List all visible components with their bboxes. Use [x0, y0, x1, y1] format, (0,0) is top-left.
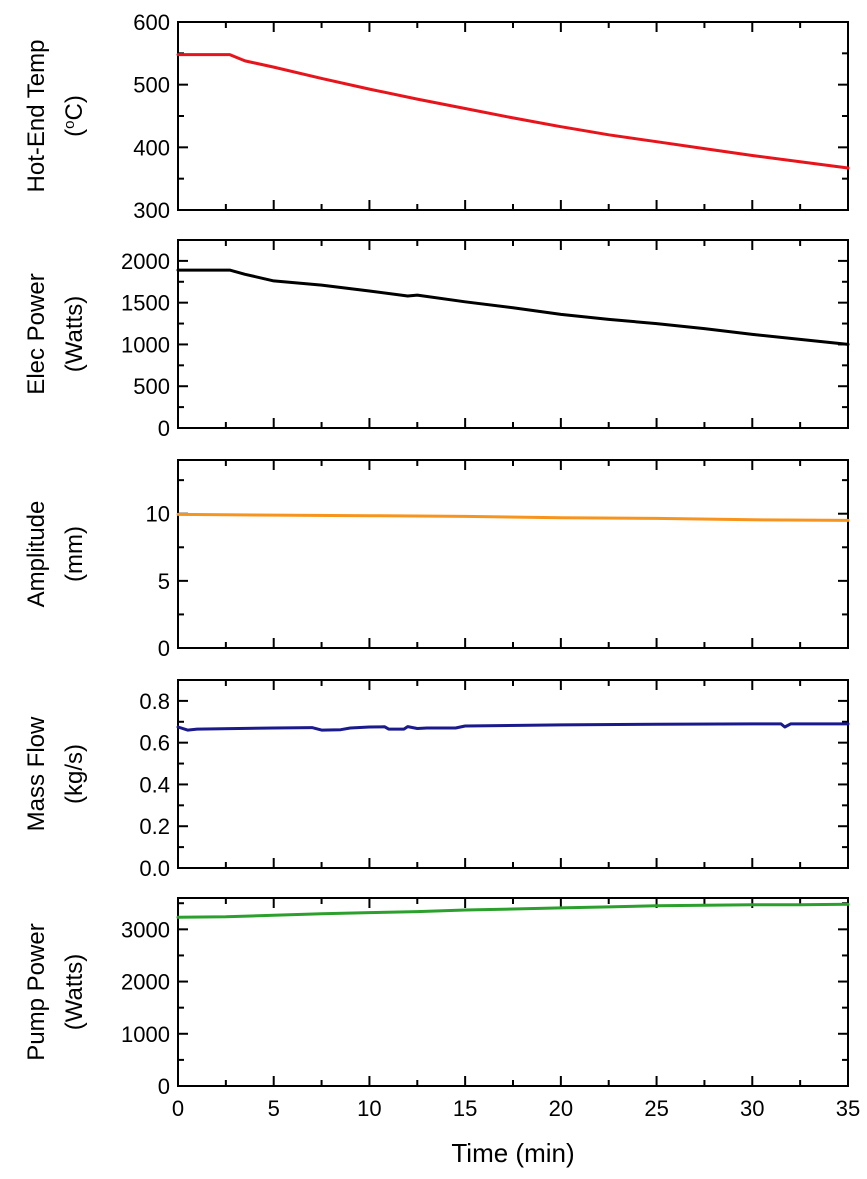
plot-frame	[177, 21, 849, 211]
panel-1: 300 400 500 600 Hot-End Temp (oC)	[23, 10, 850, 223]
x-tick-label: 30	[740, 1096, 764, 1121]
y-axis-title-line-2: (mm)	[61, 526, 88, 582]
panel-3: 0 5 10 Amplitude (mm)	[23, 459, 850, 661]
y-tick-label: 0.8	[139, 689, 170, 714]
y-tick-label: 0.6	[139, 731, 170, 756]
y-tick-label: 400	[133, 135, 170, 160]
series-line-5	[176, 902, 850, 919]
y-axis-title-line-1: Amplitude	[23, 501, 50, 608]
plot-frame	[177, 897, 849, 1087]
y-tick-label: 3000	[121, 917, 170, 942]
x-tick-label: 15	[453, 1096, 477, 1121]
y-axis-title-line-2: (kg/s)	[61, 744, 88, 804]
y-tick-label: 500	[133, 374, 170, 399]
y-tick-label: 2000	[121, 970, 170, 995]
x-tick-label: 20	[549, 1096, 573, 1121]
series-line-1	[176, 53, 850, 170]
x-axis-title: Time (min)	[451, 1138, 574, 1168]
y-axis-title-line-2: (Watts)	[61, 954, 88, 1030]
y-tick-label: 0	[158, 1074, 170, 1099]
x-tick-label: 0	[172, 1096, 184, 1121]
plot-frame	[177, 679, 849, 869]
series-line-4	[176, 722, 850, 732]
panel-2: 0 500 1000 1500 2000 Elec Power (Watts)	[23, 239, 850, 441]
y-axis-title-line-1: Hot-End Temp	[23, 40, 50, 193]
y-tick-label: 0.4	[139, 772, 170, 797]
y-tick-label: 1000	[121, 1022, 170, 1047]
x-tick-label: 35	[836, 1096, 860, 1121]
y-tick-label: 1500	[121, 291, 170, 316]
panel-5: 0 1000 2000 3000 Pump Power (Watts) 0 5 10 15 20 25…	[23, 897, 860, 1168]
y-axis-title-line-2: (Watts)	[61, 296, 88, 372]
y-tick-label: 0	[158, 636, 170, 661]
y-tick-label: 0.2	[139, 814, 170, 839]
x-tick-label: 5	[268, 1096, 280, 1121]
y-axis-title-line-1: Mass Flow	[23, 716, 50, 831]
y-axis-title-line-1: Elec Power	[23, 273, 50, 394]
y-tick-label: 10	[146, 502, 170, 527]
y-tick-label: 0.0	[139, 856, 170, 881]
y-tick-label: 300	[133, 198, 170, 223]
degree-superscript: o	[61, 120, 78, 128]
y-tick-label: 1000	[121, 332, 170, 357]
plot-frame	[177, 459, 849, 649]
y-tick-label: 500	[133, 73, 170, 98]
x-tick-label: 10	[357, 1096, 381, 1121]
x-tick-label: 25	[644, 1096, 668, 1121]
series-line-3	[176, 512, 850, 522]
y-tick-label: 5	[158, 569, 170, 594]
panel-4: 0.0 0.2 0.4 0.6 0.8 Mass Flow (kg/s)	[23, 679, 850, 881]
y-axis-title-line-1: Pump Power	[23, 923, 50, 1060]
y-axis-title-line-2: (oC)	[61, 95, 89, 137]
y-tick-label: 600	[133, 10, 170, 35]
y-tick-label: 2000	[121, 249, 170, 274]
series-line-2	[176, 268, 850, 346]
y-tick-label: 0	[158, 416, 170, 441]
